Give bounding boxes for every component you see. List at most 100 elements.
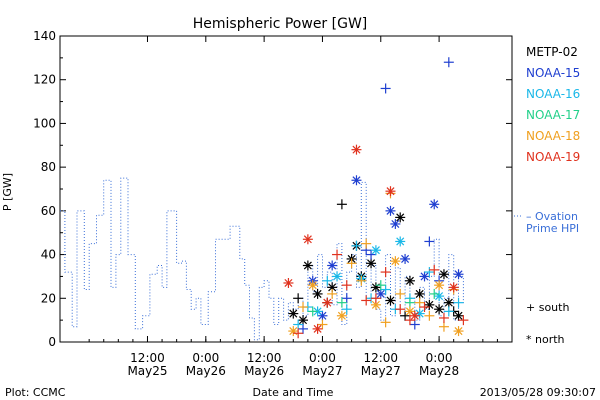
north-marker	[453, 269, 464, 280]
north-marker	[434, 304, 445, 315]
south-marker	[443, 306, 454, 317]
south-marker	[438, 321, 449, 332]
x-tick-label-time: 0:00	[192, 351, 219, 365]
north-marker	[395, 236, 406, 247]
south-marker	[414, 297, 425, 308]
south-marker	[375, 280, 386, 291]
south-marker	[341, 280, 352, 291]
north-marker	[322, 297, 333, 308]
north-marker	[424, 299, 435, 310]
south-marker	[341, 293, 352, 304]
south-marker	[298, 302, 309, 313]
south-marker	[424, 310, 435, 321]
y-tick-label: 20	[41, 291, 56, 305]
north-marker	[434, 280, 445, 291]
north-marker	[443, 297, 454, 308]
legend-entry: NOAA-18	[526, 129, 580, 143]
x-axis-label: Date and Time	[253, 386, 334, 399]
legend-ovation-line2: Prime HPI	[526, 222, 579, 235]
x-tick-label-time: 12:00	[247, 351, 282, 365]
legend-entry: METP-02	[526, 45, 578, 59]
y-tick-label: 60	[41, 204, 56, 218]
chart-title: Hemispheric Power [GW]	[193, 16, 368, 32]
north-marker	[434, 291, 445, 302]
y-axis-label: P [GW]	[1, 173, 14, 211]
y-tick-label: 80	[41, 160, 56, 174]
x-tick-label-date: May27	[361, 364, 401, 378]
y-tick-label: 120	[33, 73, 56, 87]
north-marker	[283, 277, 294, 288]
south-marker	[380, 317, 391, 328]
south-marker	[336, 199, 347, 210]
south-marker	[351, 240, 362, 251]
north-marker	[390, 218, 401, 229]
south-marker	[380, 284, 391, 295]
legend-north-marker: * north	[526, 333, 565, 346]
south-marker	[293, 319, 304, 330]
south-marker	[293, 328, 304, 339]
south-marker	[438, 312, 449, 323]
y-tick-label: 0	[48, 335, 56, 349]
north-marker	[414, 288, 425, 299]
south-marker	[380, 267, 391, 278]
north-marker	[312, 288, 323, 299]
north-marker	[385, 186, 396, 197]
y-tick-label: 140	[33, 29, 56, 43]
north-marker	[453, 310, 464, 321]
x-tick-label-date: May28	[419, 364, 459, 378]
south-marker	[424, 267, 435, 278]
north-marker	[453, 326, 464, 337]
south-marker	[356, 275, 367, 286]
north-marker	[438, 269, 449, 280]
legend-ovation-line1: – Ovation	[526, 210, 578, 223]
north-marker	[370, 299, 381, 310]
north-marker	[404, 275, 415, 286]
north-marker	[370, 282, 381, 293]
north-marker	[409, 310, 420, 321]
north-marker	[395, 212, 406, 223]
y-tick-label: 100	[33, 116, 56, 130]
south-marker	[395, 304, 406, 315]
ovation-hpi-line	[60, 177, 464, 341]
south-marker	[317, 319, 328, 330]
legend-entry: NOAA-19	[526, 150, 580, 164]
x-tick-label-time: 12:00	[363, 351, 398, 365]
north-marker	[288, 308, 299, 319]
south-marker	[298, 323, 309, 334]
south-marker	[361, 295, 372, 306]
south-marker	[327, 288, 338, 299]
south-marker	[429, 264, 440, 275]
south-marker	[366, 249, 377, 260]
x-tick-label-date: May25	[127, 364, 167, 378]
south-marker	[322, 275, 333, 286]
north-marker	[390, 256, 401, 267]
south-marker	[380, 83, 391, 94]
south-marker	[341, 304, 352, 315]
north-marker	[429, 199, 440, 210]
south-marker	[361, 238, 372, 249]
south-marker	[370, 293, 381, 304]
south-marker	[458, 315, 469, 326]
north-marker	[307, 280, 318, 291]
x-tick-label-date: May26	[186, 364, 226, 378]
south-marker	[346, 258, 357, 269]
north-marker	[385, 205, 396, 216]
x-tick-label-time: 0:00	[309, 351, 336, 365]
north-marker	[302, 234, 313, 245]
y-tick-label: 40	[41, 248, 56, 262]
south-marker	[332, 249, 343, 260]
south-marker	[404, 315, 415, 326]
south-marker	[404, 297, 415, 308]
north-marker	[370, 245, 381, 256]
north-marker	[385, 295, 396, 306]
north-marker	[302, 260, 313, 271]
legend-entry: NOAA-15	[526, 66, 580, 80]
south-marker	[409, 319, 420, 330]
south-marker	[453, 297, 464, 308]
legend-entry: NOAA-17	[526, 108, 580, 122]
south-marker	[395, 288, 406, 299]
x-tick-label-date: May27	[302, 364, 342, 378]
north-marker	[448, 282, 459, 293]
